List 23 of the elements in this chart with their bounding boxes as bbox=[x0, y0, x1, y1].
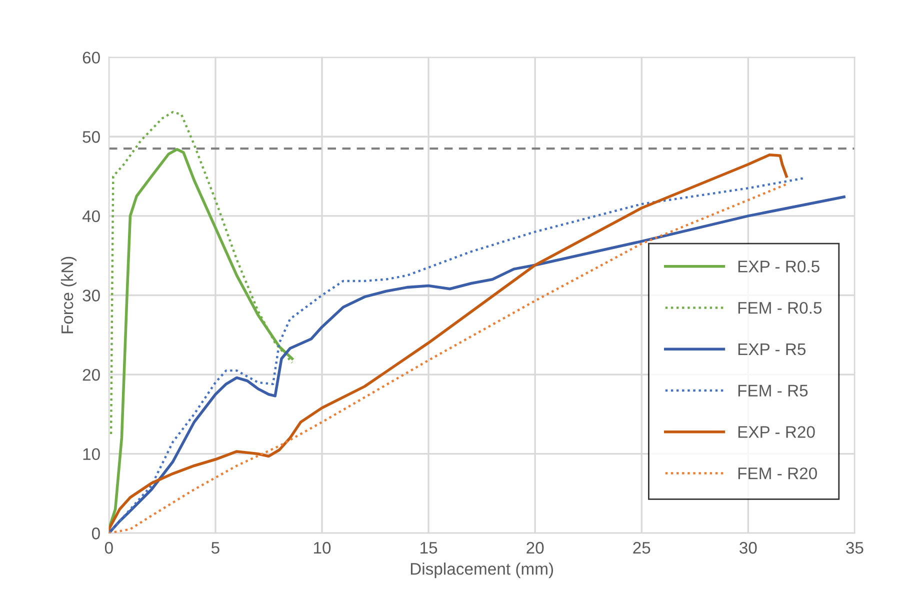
x-tick-label: 35 bbox=[846, 542, 864, 554]
y-tick-label: 30 bbox=[82, 290, 100, 302]
legend-label: FEM - R5 bbox=[738, 384, 808, 397]
y-tick-label: 0 bbox=[92, 528, 100, 540]
y-axis-title: Force (kN) bbox=[60, 256, 76, 334]
y-tick-label: 50 bbox=[82, 131, 100, 143]
x-tick-label: 10 bbox=[314, 542, 331, 554]
x-tick-label: 25 bbox=[633, 542, 650, 554]
legend-label: FEM - R0.5 bbox=[738, 302, 822, 314]
x-tick-label: 20 bbox=[526, 542, 544, 554]
x-tick-label: 30 bbox=[740, 542, 757, 554]
legend-label: EXP - R0.5 bbox=[738, 260, 820, 272]
y-tick-label: 40 bbox=[82, 210, 100, 222]
legend-label: EXP - R5 bbox=[738, 344, 806, 356]
y-tick-label: 20 bbox=[82, 368, 100, 381]
legend-label: EXP - R20 bbox=[738, 426, 815, 438]
x-tick-label: 5 bbox=[211, 542, 220, 554]
legend-label: FEM - R20 bbox=[738, 467, 817, 480]
x-tick-label: 0 bbox=[104, 542, 113, 554]
y-tick-label: 60 bbox=[82, 52, 100, 64]
x-tick-label: 15 bbox=[420, 542, 438, 554]
y-tick-label: 10 bbox=[83, 448, 100, 460]
x-axis-title: Displacement (mm) bbox=[410, 562, 554, 578]
